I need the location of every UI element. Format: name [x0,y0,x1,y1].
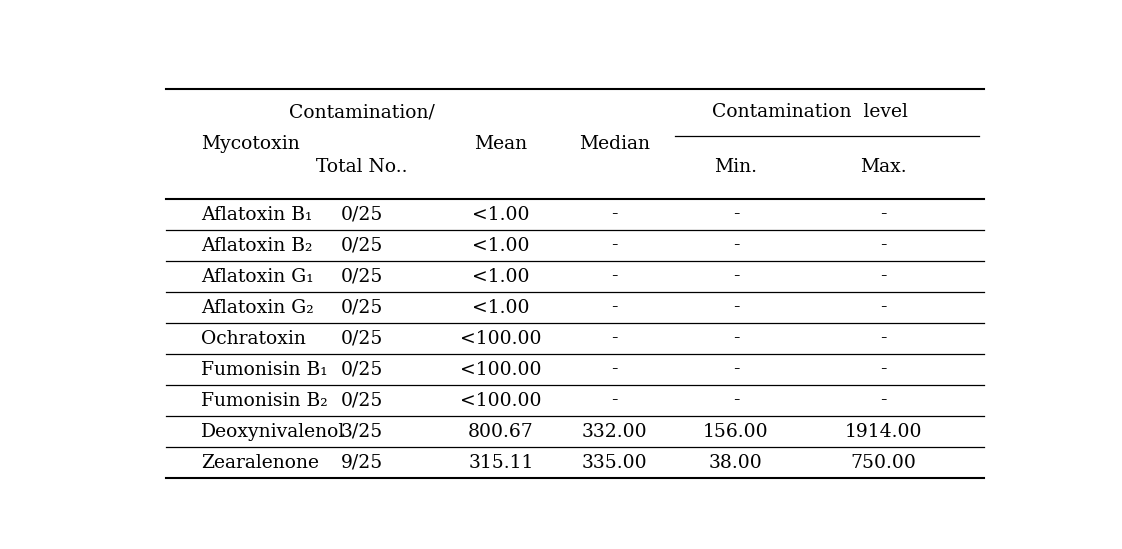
Text: -: - [881,391,888,410]
Text: Median: Median [579,135,650,153]
Text: 315.11: 315.11 [468,453,534,472]
Text: 0/25: 0/25 [341,361,384,379]
Text: -: - [733,237,739,255]
Text: 38.00: 38.00 [709,453,763,472]
Text: Contamination  level: Contamination level [711,103,908,121]
Text: Ochratoxin: Ochratoxin [201,329,306,348]
Text: <1.00: <1.00 [472,237,530,255]
Text: 0/25: 0/25 [341,391,384,410]
Text: Aflatoxin G₁: Aflatoxin G₁ [201,267,314,285]
Text: 0/25: 0/25 [341,299,384,317]
Text: -: - [881,299,888,317]
Text: <1.00: <1.00 [472,267,530,285]
Text: <100.00: <100.00 [460,361,542,379]
Text: Max.: Max. [861,158,907,176]
Text: 1914.00: 1914.00 [845,423,922,440]
Text: <1.00: <1.00 [472,299,530,317]
Text: Zearalenone: Zearalenone [201,453,319,472]
Text: -: - [733,391,739,410]
Text: Contamination/: Contamination/ [289,103,435,121]
Text: -: - [881,361,888,379]
Text: 332.00: 332.00 [581,423,647,440]
Text: Mean: Mean [475,135,527,153]
Text: Fumonisin B₂: Fumonisin B₂ [201,391,328,410]
Text: Aflatoxin G₂: Aflatoxin G₂ [201,299,314,317]
Text: 0/25: 0/25 [341,267,384,285]
Text: Aflatoxin B₁: Aflatoxin B₁ [201,205,313,223]
Text: -: - [881,237,888,255]
Text: <100.00: <100.00 [460,391,542,410]
Text: -: - [610,267,617,285]
Text: -: - [733,205,739,223]
Text: 9/25: 9/25 [341,453,383,472]
Text: -: - [881,329,888,348]
Text: 0/25: 0/25 [341,329,384,348]
Text: -: - [610,329,617,348]
Text: 0/25: 0/25 [341,205,384,223]
Text: <100.00: <100.00 [460,329,542,348]
Text: 0/25: 0/25 [341,237,384,255]
Text: 750.00: 750.00 [850,453,917,472]
Text: -: - [733,329,739,348]
Text: -: - [733,267,739,285]
Text: Fumonisin B₁: Fumonisin B₁ [201,361,328,379]
Text: -: - [881,267,888,285]
Text: 156.00: 156.00 [703,423,769,440]
Text: Deoxynivalenol: Deoxynivalenol [201,423,346,440]
Text: -: - [733,361,739,379]
Text: <1.00: <1.00 [472,205,530,223]
Text: Total No..: Total No.. [316,158,407,176]
Text: Min.: Min. [715,158,757,176]
Text: -: - [610,391,617,410]
Text: -: - [610,237,617,255]
Text: Mycotoxin: Mycotoxin [201,135,300,153]
Text: 800.67: 800.67 [468,423,534,440]
Text: -: - [610,361,617,379]
Text: -: - [610,299,617,317]
Text: 335.00: 335.00 [581,453,647,472]
Text: -: - [881,205,888,223]
Text: -: - [610,205,617,223]
Text: Aflatoxin B₂: Aflatoxin B₂ [201,237,313,255]
Text: 3/25: 3/25 [341,423,383,440]
Text: -: - [733,299,739,317]
